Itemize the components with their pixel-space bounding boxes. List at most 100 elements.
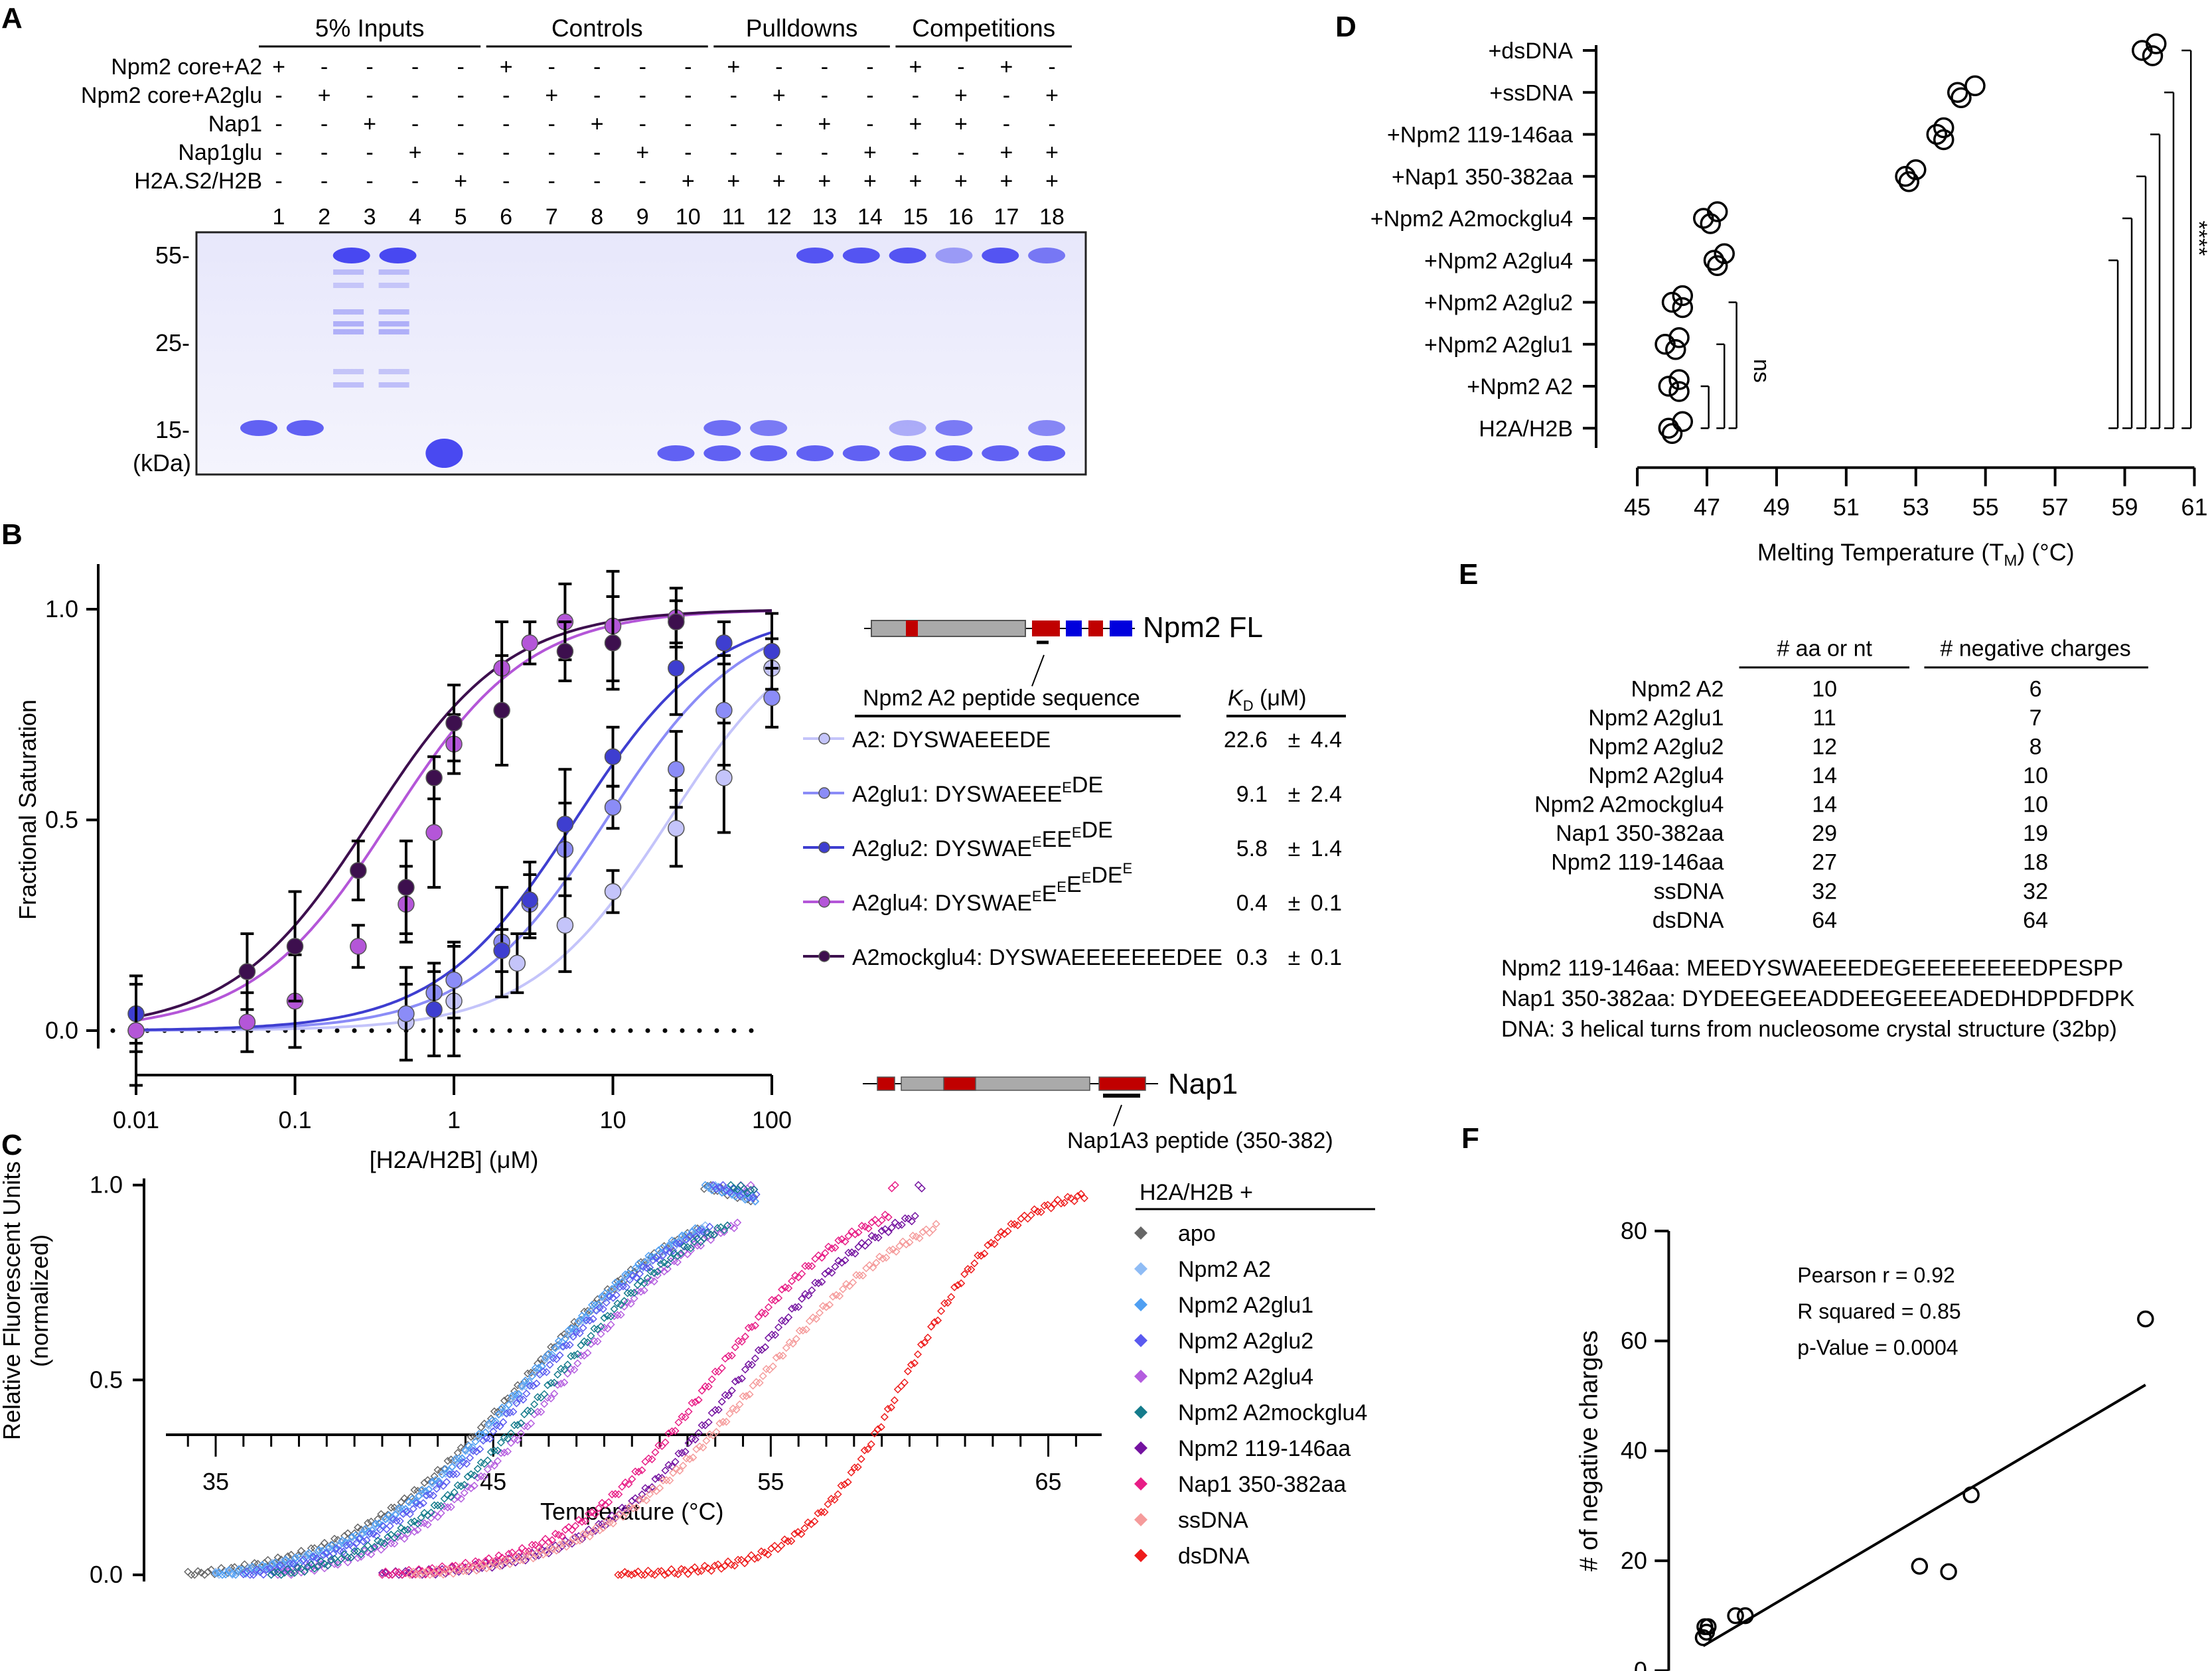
data-point [865, 1261, 874, 1270]
panel-b-binding-chart: 0.0 0.5 1.0 0.01 0.1 1 10 100 [H2A/H2B] (μM) Frac… [14, 564, 1346, 1173]
data-point [774, 1323, 783, 1332]
sequence: E [1067, 872, 1082, 897]
negative-charges: 6 [2029, 676, 2042, 701]
data-point [745, 1390, 754, 1399]
data-point [354, 1523, 362, 1532]
data-point [934, 1316, 942, 1325]
data-point [527, 1407, 536, 1416]
data-point [717, 1398, 726, 1406]
data-point [764, 1303, 773, 1311]
data-point [887, 1223, 896, 1232]
data-point [303, 1559, 311, 1568]
data-point-A2glu1 [604, 798, 622, 816]
data-point [442, 1565, 451, 1573]
legend-label: ssDNA [1178, 1508, 1248, 1533]
panel-label-b: B [1, 518, 23, 551]
data-point [516, 1556, 524, 1565]
data-point [778, 1285, 786, 1294]
row-label: Nap1 [208, 111, 262, 137]
data-point [666, 1476, 674, 1485]
sign: + [1045, 169, 1059, 194]
sequence: DYSWAE [935, 836, 1032, 861]
data-point [1037, 1208, 1045, 1216]
data-point [1070, 1197, 1078, 1205]
data-point [524, 1377, 533, 1386]
data-point [691, 1435, 700, 1444]
data-point [584, 1509, 593, 1518]
data-point [711, 1183, 719, 1191]
data-point [574, 1516, 583, 1524]
aa-count: 14 [1812, 763, 1837, 788]
data-point [548, 1536, 556, 1544]
data-point [2142, 45, 2164, 66]
legend-label: A2glu2: DYSWAEEEEEDE [852, 818, 1113, 861]
baseline-dot [680, 1028, 685, 1033]
data-point [747, 1186, 755, 1195]
data-point [853, 1463, 862, 1471]
data-point [754, 1346, 763, 1354]
data-point [595, 1526, 604, 1535]
legend-label: Nap1 350-382aa [1178, 1472, 1346, 1497]
data-point [585, 1316, 594, 1325]
sign: - [366, 140, 373, 165]
data-point [658, 1473, 666, 1483]
data-point [742, 1392, 751, 1400]
row-label: Npm2 core+A2glu [81, 83, 262, 108]
data-point [837, 1481, 846, 1490]
data-point [680, 1247, 688, 1256]
data-point [927, 1323, 936, 1331]
data-point [666, 1248, 674, 1256]
sign: - [866, 54, 873, 80]
data-point [496, 1449, 505, 1457]
data-point-A2mockglu4 [668, 613, 685, 630]
data-point [974, 1251, 982, 1260]
data-point [881, 1210, 889, 1219]
legend-label: Npm2 A2mockglu4 [1178, 1400, 1367, 1425]
sign: - [502, 169, 510, 194]
kd-value: 0.4 [1236, 891, 1268, 916]
data-point [1895, 166, 1916, 187]
data-point [798, 1326, 807, 1335]
data-point [537, 1408, 546, 1416]
data-point [513, 1421, 522, 1429]
data-point [673, 1252, 682, 1260]
data-point [522, 1389, 531, 1398]
data-point [625, 1502, 634, 1511]
data-point [697, 1567, 705, 1575]
data-point [473, 1566, 481, 1575]
data-point [433, 1465, 442, 1475]
baseline-dot [438, 1028, 443, 1033]
baseline-dot [352, 1028, 357, 1033]
data-point [265, 1563, 275, 1573]
data-point [587, 1301, 597, 1309]
sep: : [976, 945, 989, 970]
data-point-A2glu2 [763, 642, 780, 660]
data-point [270, 1568, 279, 1577]
data-point [940, 1299, 949, 1307]
baseline-dot [714, 1028, 719, 1033]
legend-marker [1134, 1298, 1147, 1311]
data-point [707, 1566, 715, 1575]
x-tick-label: 47 [1694, 494, 1720, 521]
data-point [664, 1429, 673, 1437]
sign: - [821, 54, 828, 80]
data-point [644, 1454, 653, 1463]
data-point [1926, 123, 1947, 145]
legend-label: dsDNA [1178, 1544, 1250, 1569]
negative-charges: 64 [2023, 908, 2048, 933]
x-tick-label: 10 [599, 1106, 626, 1133]
data-point [828, 1244, 836, 1253]
data-point [1040, 1201, 1049, 1210]
data-point [392, 1516, 401, 1525]
data-point [703, 1564, 712, 1573]
data-point [727, 1351, 736, 1360]
data-point [396, 1516, 404, 1526]
data-point [520, 1410, 529, 1419]
data-point [435, 1480, 444, 1489]
data-point [722, 1417, 731, 1426]
data-point [583, 1348, 592, 1357]
data-point [719, 1417, 727, 1426]
data-point [873, 1425, 882, 1433]
gel-minor-band [333, 382, 364, 388]
data-point [397, 1524, 406, 1532]
